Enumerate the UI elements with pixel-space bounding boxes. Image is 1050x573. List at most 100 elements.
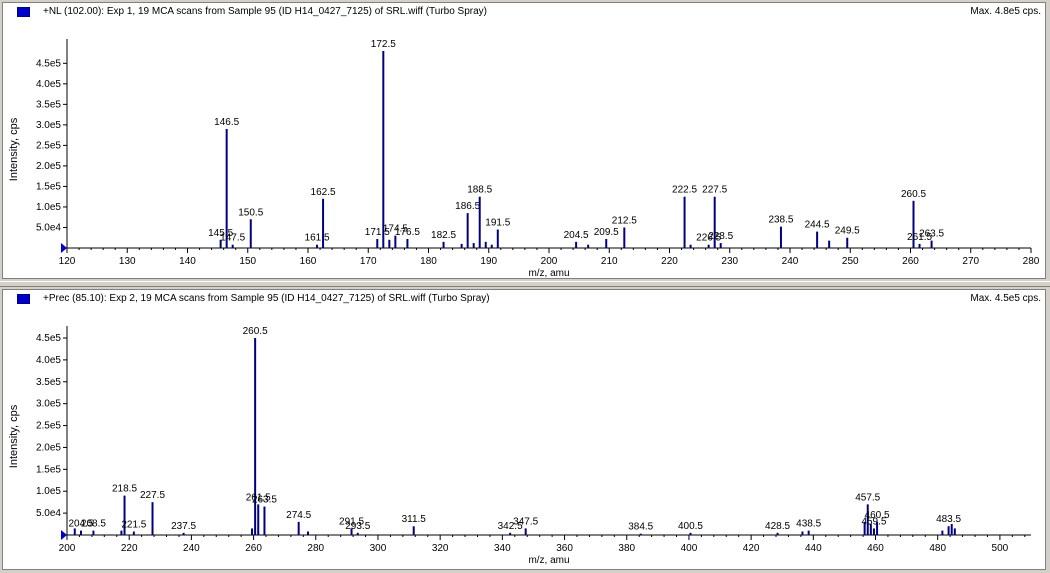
peak-label: 171.5	[365, 227, 390, 238]
x-tick-label: 220	[661, 256, 678, 267]
x-tick-label: 160	[300, 256, 317, 267]
peak-label: 150.5	[238, 207, 263, 218]
y-axis-title: Intensity, cps	[8, 117, 20, 181]
x-tick-label: 180	[420, 256, 437, 267]
peak-label: 188.5	[467, 185, 492, 196]
peak-label: 400.5	[678, 521, 703, 532]
series-color-swatch[interactable]	[17, 7, 30, 17]
x-tick-label: 300	[370, 543, 387, 554]
peak-label: 460.5	[865, 510, 890, 521]
x-tick-label: 130	[119, 256, 136, 267]
peak-label: 221.5	[121, 519, 146, 530]
x-tick-label: 200	[59, 543, 76, 554]
y-tick-label: 2.0e5	[36, 442, 61, 453]
peak-label: 212.5	[612, 215, 637, 226]
peak-label: 176.5	[395, 227, 420, 238]
y-tick-label: 4.5e5	[36, 333, 61, 344]
spectrum-chart-prec[interactable]: 5.0e4 1.0e5 1.5e5 2.0e5 2.5e5 3.0e5 3.5e5 4.0e5…	[3, 290, 1045, 569]
peak-label: 204.5	[564, 230, 589, 241]
pane-splitter[interactable]	[0, 281, 1050, 287]
peak-label: 459.5	[861, 516, 886, 527]
peak-label: 244.5	[805, 220, 830, 231]
peak-label: 208.5	[81, 519, 106, 530]
y-tick-label: 4.0e5	[36, 79, 61, 90]
x-tick-label: 140	[179, 256, 196, 267]
peak-label: 146.5	[214, 117, 239, 128]
x-tick-label: 360	[556, 543, 573, 554]
pane-title: +NL (102.00): Exp 1, 19 MCA scans from S…	[43, 6, 488, 17]
spectrum-pane-prec[interactable]: +Prec (85.10): Exp 2, 19 MCA scans from …	[2, 289, 1046, 570]
peak-label: 249.5	[835, 226, 860, 237]
x-tick-label: 170	[360, 256, 377, 267]
peak-label: 161.5	[305, 233, 330, 244]
pane-header: +Prec (85.10): Exp 2, 19 MCA scans from …	[3, 290, 1045, 308]
peak-label: 260.5	[243, 326, 268, 337]
y-tick-label: 1.0e5	[36, 486, 61, 497]
peak-label: 182.5	[431, 230, 456, 241]
peak-label: 227.5	[702, 185, 727, 196]
y-tick-label: 4.0e5	[36, 355, 61, 366]
x-tick-label: 150	[239, 256, 256, 267]
y-tick-label: 5.0e4	[36, 508, 61, 519]
x-tick-label: 260	[902, 256, 919, 267]
peak-label: 293.5	[345, 521, 370, 532]
x-tick-label: 500	[992, 543, 1009, 554]
x-tick-label: 120	[59, 256, 76, 267]
y-tick-label: 2.5e5	[36, 140, 61, 151]
series-color-swatch[interactable]	[17, 294, 30, 304]
peak-label: 311.5	[402, 514, 427, 525]
peak-label: 260.5	[901, 189, 926, 200]
peak-label: 172.5	[371, 39, 396, 50]
peak-label: 263.5	[252, 495, 277, 506]
peak-label: 226.5	[696, 233, 721, 244]
x-tick-label: 320	[432, 543, 449, 554]
peak-label: 191.5	[485, 218, 510, 229]
y-tick-label: 2.0e5	[36, 161, 61, 172]
x-tick-label: 280	[307, 543, 324, 554]
x-tick-label: 220	[121, 543, 138, 554]
x-tick-label: 440	[805, 543, 822, 554]
peak-label: 238.5	[768, 215, 793, 226]
x-tick-label: 400	[681, 543, 698, 554]
y-tick-label: 2.5e5	[36, 421, 61, 432]
max-intensity: Max. 4.8e5 cps.	[970, 6, 1041, 17]
peak-label: 261.5	[907, 232, 932, 243]
x-tick-label: 240	[183, 543, 200, 554]
peak-label: 261.5	[246, 492, 271, 503]
peak-label: 204.5	[68, 519, 93, 530]
peak-label: 483.5	[936, 514, 961, 525]
spectrum-chart-nl[interactable]: 5.0e4 1.0e5 1.5e5 2.0e5 2.5e5 3.0e5 3.5e5 4.0e5…	[3, 3, 1045, 278]
x-tick-label: 380	[618, 543, 635, 554]
peak-label: 186.5	[455, 201, 480, 212]
x-tick-label: 460	[867, 543, 884, 554]
peak-label: 218.5	[112, 484, 137, 495]
spectrum-pane-nl[interactable]: +NL (102.00): Exp 1, 19 MCA scans from S…	[2, 2, 1046, 279]
x-tick-label: 200	[541, 256, 558, 267]
y-axis-title: Intensity, cps	[8, 404, 20, 468]
peak-label: 457.5	[855, 492, 880, 503]
x-tick-label: 260	[245, 543, 262, 554]
y-tick-label: 3.5e5	[36, 377, 61, 388]
y-tick-label: 1.5e5	[36, 181, 61, 192]
x-tick-label: 230	[721, 256, 738, 267]
y-tick-label: 3.0e5	[36, 399, 61, 410]
y-tick-label: 4.5e5	[36, 58, 61, 69]
y-tick-label: 3.0e5	[36, 120, 61, 131]
pane-title: +Prec (85.10): Exp 2, 19 MCA scans from …	[43, 293, 490, 304]
axis-origin-marker	[61, 243, 67, 253]
x-tick-label: 420	[743, 543, 760, 554]
x-tick-label: 250	[842, 256, 859, 267]
x-tick-label: 280	[1023, 256, 1040, 267]
y-tick-label: 5.0e4	[36, 222, 61, 233]
peak-label: 222.5	[672, 185, 697, 196]
y-tick-label: 3.5e5	[36, 99, 61, 110]
x-tick-label: 480	[929, 543, 946, 554]
x-tick-label: 240	[782, 256, 799, 267]
peak-label: 147.5	[220, 233, 245, 244]
x-tick-label: 340	[494, 543, 511, 554]
peak-label: 174.5	[383, 224, 408, 235]
peak-label: 342.5	[498, 521, 523, 532]
x-axis-title: m/z, amu	[528, 555, 569, 566]
peak-label: 274.5	[286, 510, 311, 521]
peak-label: 228.5	[708, 231, 733, 242]
